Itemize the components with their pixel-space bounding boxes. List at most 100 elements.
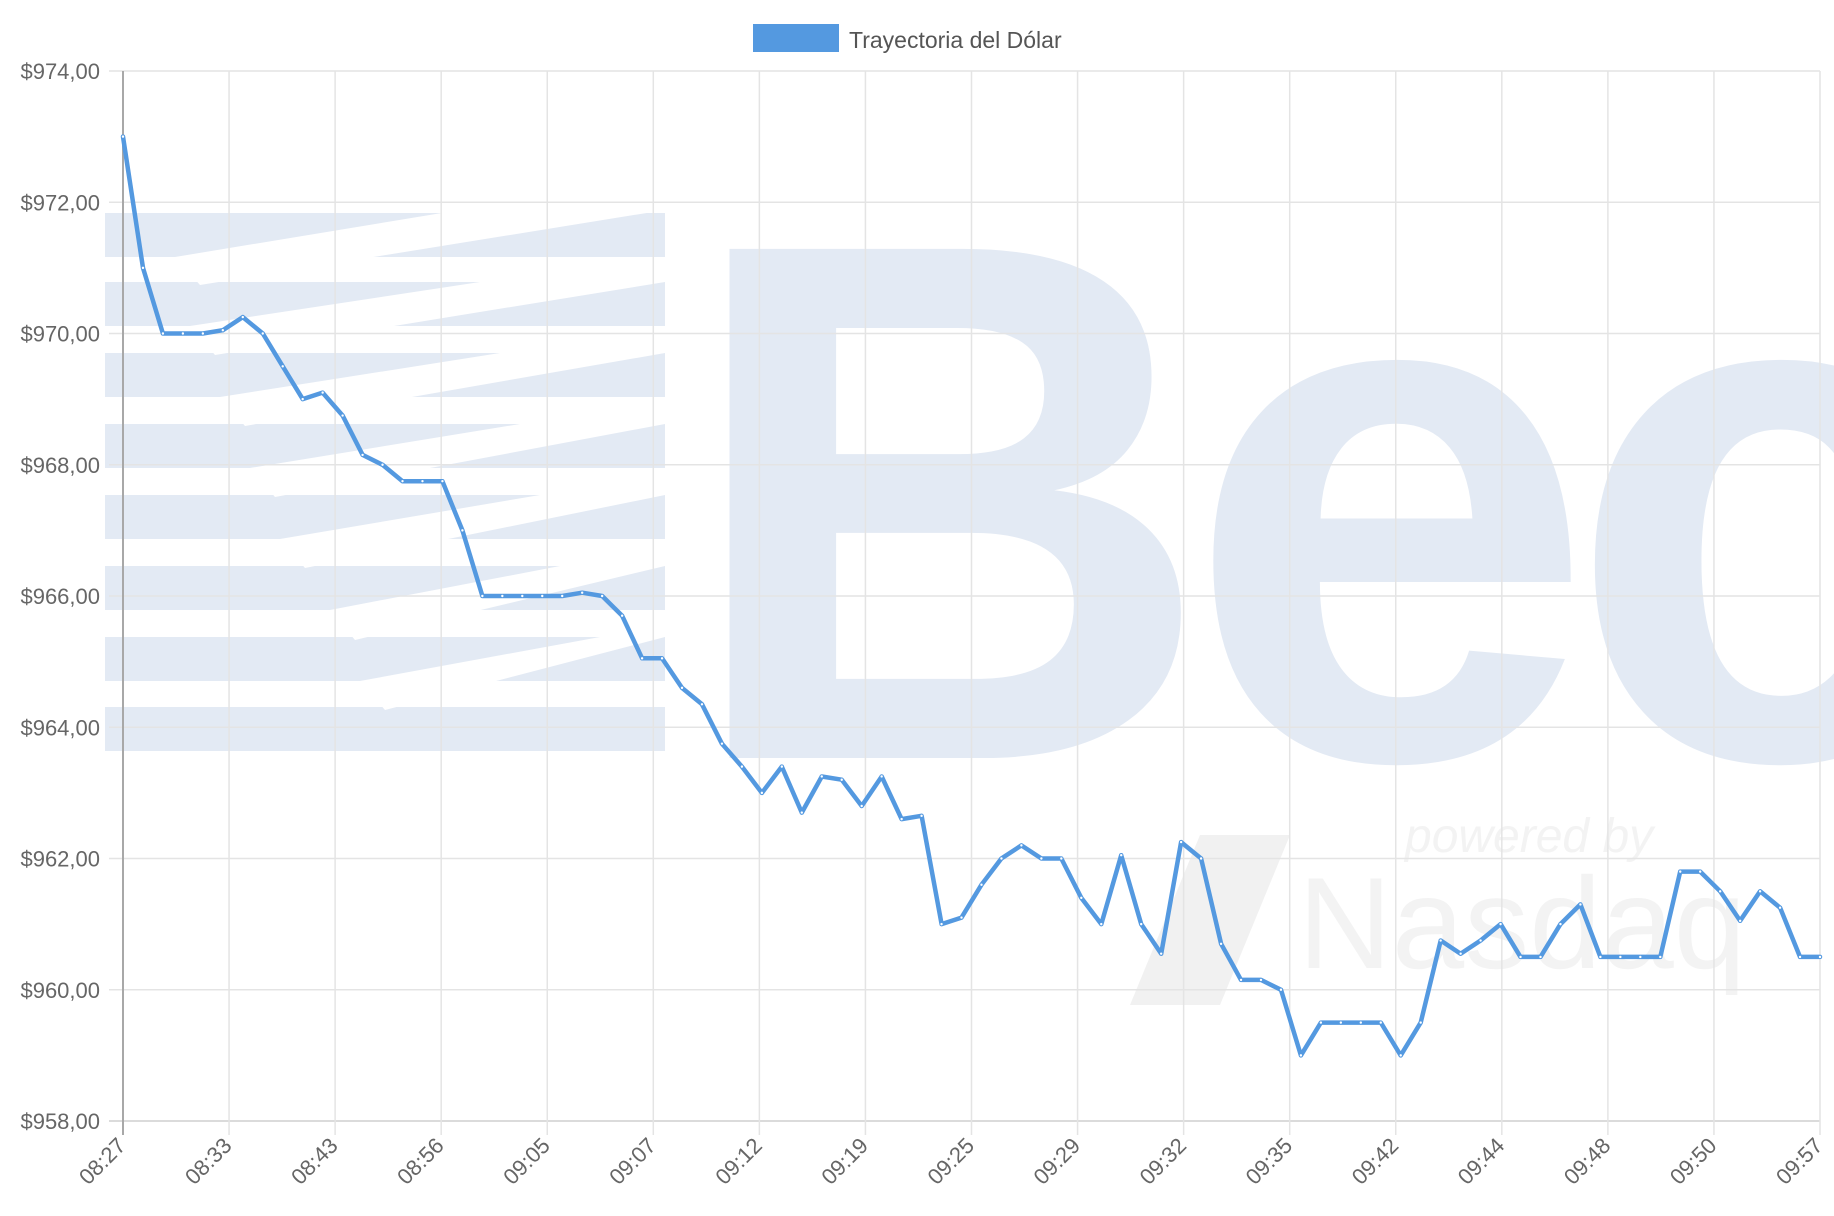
data-point[interactable]	[1338, 1020, 1343, 1025]
data-point[interactable]	[739, 764, 744, 769]
data-point[interactable]	[460, 528, 465, 533]
y-tick-label: $960,00	[20, 978, 100, 1003]
data-point[interactable]	[959, 915, 964, 920]
data-point[interactable]	[520, 594, 525, 599]
bec-nasdaq-watermark: Bec powered by Nasdaq	[105, 88, 1834, 1005]
data-point[interactable]	[999, 856, 1004, 861]
data-point[interactable]	[899, 817, 904, 822]
data-point[interactable]	[919, 813, 924, 818]
data-point[interactable]	[1378, 1020, 1383, 1025]
data-point[interactable]	[1598, 954, 1603, 959]
data-point[interactable]	[1638, 954, 1643, 959]
data-point[interactable]	[300, 397, 305, 402]
data-point[interactable]	[380, 462, 385, 467]
y-axis-tick-labels: $974,00 $972,00 $970,00 $968,00 $966,00 $964,…	[20, 59, 100, 1134]
data-point[interactable]	[1099, 922, 1104, 927]
data-point[interactable]	[200, 331, 205, 336]
data-point[interactable]	[1438, 938, 1443, 943]
watermark-sub-text: powered by	[1403, 810, 1656, 863]
data-point[interactable]	[540, 594, 545, 599]
data-point[interactable]	[160, 331, 165, 336]
data-point[interactable]	[1478, 938, 1483, 943]
data-point[interactable]	[1398, 1053, 1403, 1058]
data-point[interactable]	[1159, 951, 1164, 956]
legend-swatch[interactable]	[753, 24, 839, 52]
data-point[interactable]	[680, 685, 685, 690]
data-point[interactable]	[280, 364, 285, 369]
data-point[interactable]	[1358, 1020, 1363, 1025]
data-point[interactable]	[1298, 1053, 1303, 1058]
x-tick-label: 08:43	[286, 1133, 343, 1190]
data-point[interactable]	[1698, 869, 1703, 874]
data-point[interactable]	[1139, 922, 1144, 927]
data-point[interactable]	[1738, 918, 1743, 923]
data-point[interactable]	[1119, 853, 1124, 858]
data-point[interactable]	[839, 777, 844, 782]
legend[interactable]: Trayectoria del Dólar	[753, 24, 1062, 53]
data-point[interactable]	[939, 922, 944, 927]
y-tick-label: $974,00	[20, 59, 100, 84]
data-point[interactable]	[1498, 922, 1503, 927]
data-point[interactable]	[1718, 889, 1723, 894]
data-point[interactable]	[600, 594, 605, 599]
data-point[interactable]	[121, 134, 126, 139]
series-group	[120, 134, 1823, 1058]
data-point[interactable]	[340, 413, 345, 418]
data-point[interactable]	[779, 764, 784, 769]
data-point[interactable]	[1578, 902, 1583, 907]
data-point[interactable]	[1678, 869, 1683, 874]
data-point[interactable]	[320, 390, 325, 395]
data-point[interactable]	[1658, 954, 1663, 959]
data-point[interactable]	[1278, 987, 1283, 992]
data-point[interactable]	[400, 479, 405, 484]
data-point[interactable]	[1179, 840, 1184, 845]
data-point[interactable]	[1059, 856, 1064, 861]
data-point[interactable]	[719, 741, 724, 746]
data-point[interactable]	[1538, 954, 1543, 959]
data-point[interactable]	[1758, 889, 1763, 894]
data-point[interactable]	[1618, 954, 1623, 959]
data-point[interactable]	[1199, 856, 1204, 861]
data-point[interactable]	[819, 774, 824, 779]
data-point[interactable]	[979, 882, 984, 887]
data-point[interactable]	[1458, 951, 1463, 956]
legend-label[interactable]: Trayectoria del Dólar	[849, 27, 1062, 53]
data-point[interactable]	[879, 774, 884, 779]
data-point[interactable]	[1818, 954, 1823, 959]
data-point[interactable]	[500, 594, 505, 599]
data-point[interactable]	[859, 804, 864, 809]
data-point[interactable]	[1418, 1020, 1423, 1025]
data-point[interactable]	[699, 702, 704, 707]
watermark-main-text: Bec	[680, 88, 1834, 915]
data-point[interactable]	[420, 479, 425, 484]
data-point[interactable]	[240, 315, 245, 320]
data-point[interactable]	[1518, 954, 1523, 959]
y-tick-label: $968,00	[20, 453, 100, 478]
data-point[interactable]	[560, 594, 565, 599]
x-tick-label: 09:19	[816, 1133, 873, 1190]
data-point[interactable]	[1219, 941, 1224, 946]
data-point[interactable]	[1318, 1020, 1323, 1025]
x-tick-label: 09:44	[1453, 1133, 1510, 1190]
data-point[interactable]	[1258, 977, 1263, 982]
data-point[interactable]	[1039, 856, 1044, 861]
data-point[interactable]	[620, 613, 625, 618]
data-point[interactable]	[360, 452, 365, 457]
data-point[interactable]	[640, 656, 645, 661]
data-point[interactable]	[799, 810, 804, 815]
data-point[interactable]	[440, 479, 445, 484]
data-point[interactable]	[1798, 954, 1803, 959]
data-point[interactable]	[220, 328, 225, 333]
data-point[interactable]	[480, 594, 485, 599]
data-point[interactable]	[260, 331, 265, 336]
data-point[interactable]	[1558, 922, 1563, 927]
data-point[interactable]	[580, 590, 585, 595]
data-point[interactable]	[1019, 843, 1024, 848]
data-point[interactable]	[140, 265, 145, 270]
data-point[interactable]	[1239, 977, 1244, 982]
data-point[interactable]	[1778, 905, 1783, 910]
data-point[interactable]	[660, 656, 665, 661]
data-point[interactable]	[1079, 895, 1084, 900]
data-point[interactable]	[759, 790, 764, 795]
data-point[interactable]	[180, 331, 185, 336]
